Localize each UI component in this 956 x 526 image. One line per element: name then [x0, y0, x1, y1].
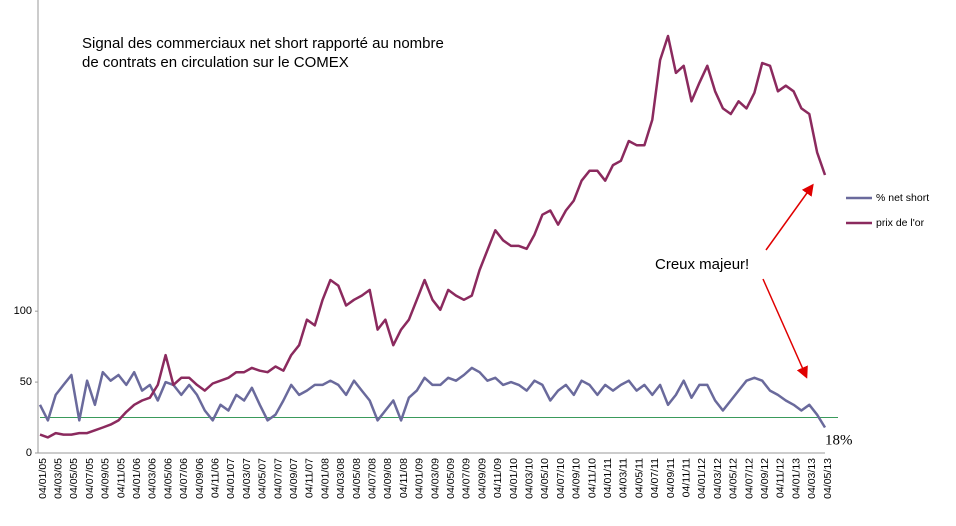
arrow	[762, 278, 808, 379]
x-tick-label: 04/11/08	[398, 458, 410, 498]
x-tick-label: 04/03/12	[712, 458, 724, 499]
x-tick-label: 04/09/09	[476, 458, 488, 499]
x-tick-label: 04/09/12	[759, 458, 771, 499]
x-tick-label: 04/03/11	[618, 458, 630, 498]
x-tick-label: 04/03/10	[523, 458, 535, 499]
series-line	[39, 34, 827, 439]
legend-label: prix de l'or	[876, 217, 925, 229]
series-line	[38, 366, 827, 429]
x-tick-label: 04/11/09	[492, 458, 504, 498]
x-tick-label: 04/07/08	[366, 458, 378, 499]
x-tick-label: 04/01/05	[37, 458, 49, 499]
x-tick-label: 04/11/10	[586, 458, 598, 498]
x-tick-label: 04/03/06	[147, 458, 159, 499]
x-tick-label: 04/05/06	[162, 458, 174, 499]
x-tick-label: 04/09/06	[194, 458, 206, 499]
x-tick-label: 04/05/11	[633, 458, 645, 498]
x-tick-label: 04/07/12	[743, 458, 755, 499]
arrow	[765, 183, 814, 251]
x-tick-label: 04/03/09	[429, 458, 441, 499]
legend-label: % net short	[876, 192, 929, 204]
x-tick-label: 04/01/08	[319, 458, 331, 499]
x-tick-label: 04/03/05	[52, 458, 64, 499]
x-tick-label: 04/07/07	[272, 458, 284, 499]
x-tick-label: 04/09/11	[665, 458, 677, 498]
y-tick-label: 0	[26, 447, 32, 459]
x-tick-label: 04/01/13	[790, 458, 802, 499]
x-tick-label: 04/11/11	[680, 458, 692, 497]
x-tick-label: 04/01/07	[225, 458, 237, 499]
x-tick-label: 04/01/06	[131, 458, 143, 499]
x-tick-label: 04/01/10	[508, 458, 520, 499]
x-tick-label: 04/11/05	[115, 458, 127, 498]
x-tick-label: 04/01/09	[414, 458, 426, 499]
annotation: 18%	[825, 432, 853, 448]
x-tick-label: 04/07/10	[555, 458, 567, 499]
x-tick-label: 04/09/08	[382, 458, 394, 499]
x-tick-label: 04/05/05	[68, 458, 80, 499]
x-tick-label: 04/05/08	[351, 458, 363, 499]
chart-title: Signal des commerciaux net short rapport…	[82, 35, 444, 52]
x-tick-label: 04/01/11	[602, 458, 614, 498]
x-tick-label: 04/11/07	[304, 458, 316, 498]
x-tick-label: 04/09/05	[100, 458, 112, 499]
x-tick-label: 04/05/09	[445, 458, 457, 499]
x-tick-label: 04/07/11	[649, 458, 661, 498]
x-tick-label: 04/05/07	[257, 458, 269, 499]
x-tick-label: 04/05/10	[539, 458, 551, 499]
y-tick-label: 100	[14, 305, 32, 317]
x-tick-label: 04/11/12	[775, 458, 787, 498]
chart-title: de contrats en circulation sur le COMEX	[82, 54, 349, 71]
x-tick-label: 04/07/09	[461, 458, 473, 499]
y-tick-label: 50	[20, 376, 32, 388]
x-tick-label: 04/07/05	[84, 458, 96, 499]
annotation: Creux majeur!	[655, 256, 749, 273]
x-tick-label: 04/03/07	[241, 458, 253, 499]
x-tick-label: 04/03/13	[806, 458, 818, 499]
x-tick-label: 04/01/12	[696, 458, 708, 499]
x-tick-label: 04/09/10	[571, 458, 583, 499]
x-tick-label: 04/05/12	[728, 458, 740, 499]
x-tick-label: 04/09/07	[288, 458, 300, 499]
x-tick-label: 04/03/08	[335, 458, 347, 499]
x-tick-label: 04/11/06	[209, 458, 221, 498]
x-tick-label: 04/05/13	[822, 458, 834, 499]
x-tick-label: 04/07/06	[178, 458, 190, 499]
